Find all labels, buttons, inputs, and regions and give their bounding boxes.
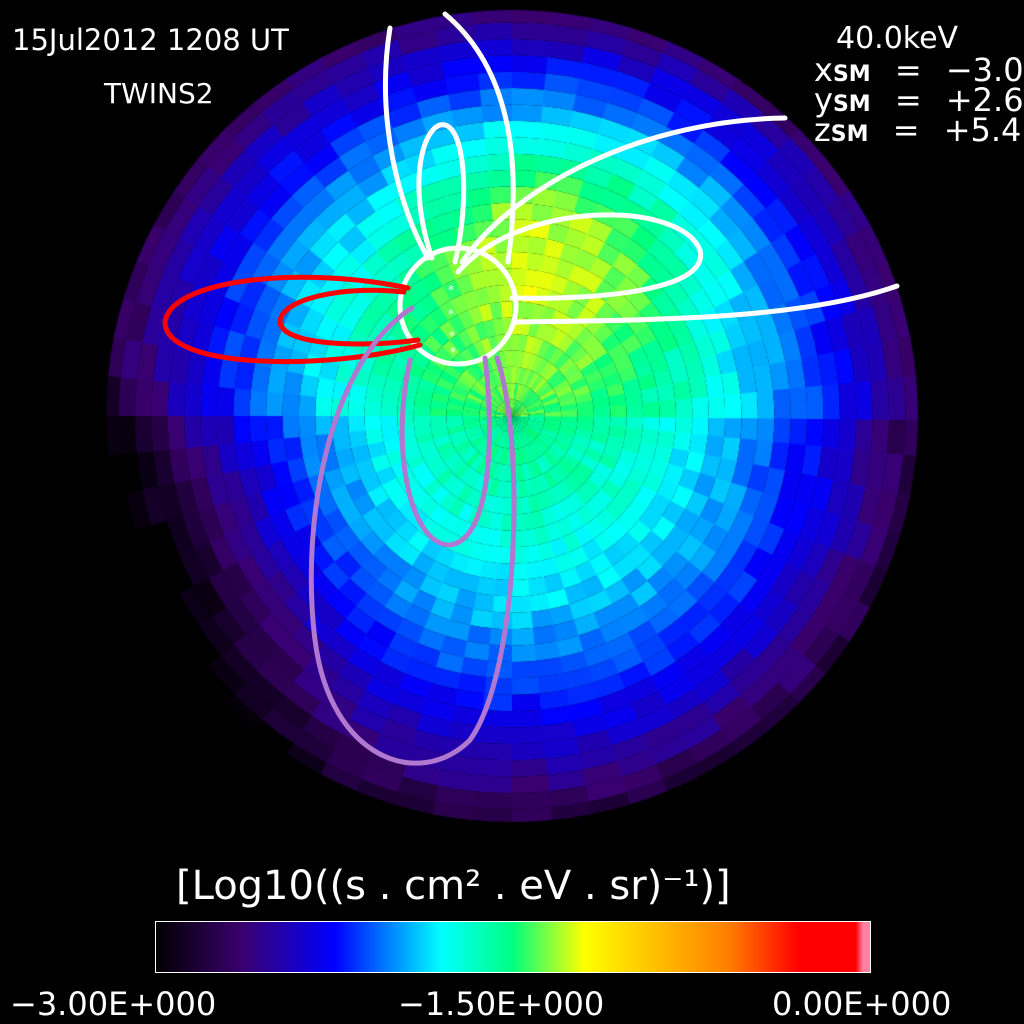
svg-text:*: * bbox=[449, 329, 455, 343]
svg-text:*: * bbox=[450, 345, 456, 359]
field-line-white bbox=[513, 283, 900, 325]
star-markers: * * * * bbox=[448, 283, 456, 359]
colorbar-tick-mid: −1.50E+000 bbox=[398, 985, 605, 1023]
svg-text:*: * bbox=[448, 283, 454, 297]
field-line-white bbox=[459, 115, 788, 265]
energy-label: 40.0keV bbox=[836, 21, 959, 56]
field-line-white bbox=[383, 25, 431, 261]
colorbar-label: [Log10((s . cm² . eV . sr)⁻¹)] bbox=[176, 863, 731, 909]
colorbar-tick-min: −3.00E+000 bbox=[10, 985, 217, 1023]
colorbar bbox=[155, 921, 871, 973]
field-line-purple bbox=[399, 355, 492, 548]
svg-text:*: * bbox=[448, 307, 454, 321]
coord-z: zSM = +5.4 bbox=[814, 111, 1022, 149]
field-line-white bbox=[442, 11, 516, 265]
field-line-red bbox=[162, 274, 423, 364]
field-line-white bbox=[416, 122, 467, 265]
spacecraft-label: TWINS2 bbox=[104, 77, 214, 110]
coord-x: xSM = −3.0 bbox=[814, 51, 1024, 89]
datetime-label: 15Jul2012 1208 UT bbox=[12, 23, 289, 57]
field-line-purple bbox=[308, 305, 517, 766]
field-line-red bbox=[277, 287, 421, 347]
field-line-white bbox=[455, 212, 703, 301]
colorbar-tick-max: 0.00E+000 bbox=[772, 985, 952, 1023]
coord-y: ySM = +2.6 bbox=[814, 81, 1024, 119]
